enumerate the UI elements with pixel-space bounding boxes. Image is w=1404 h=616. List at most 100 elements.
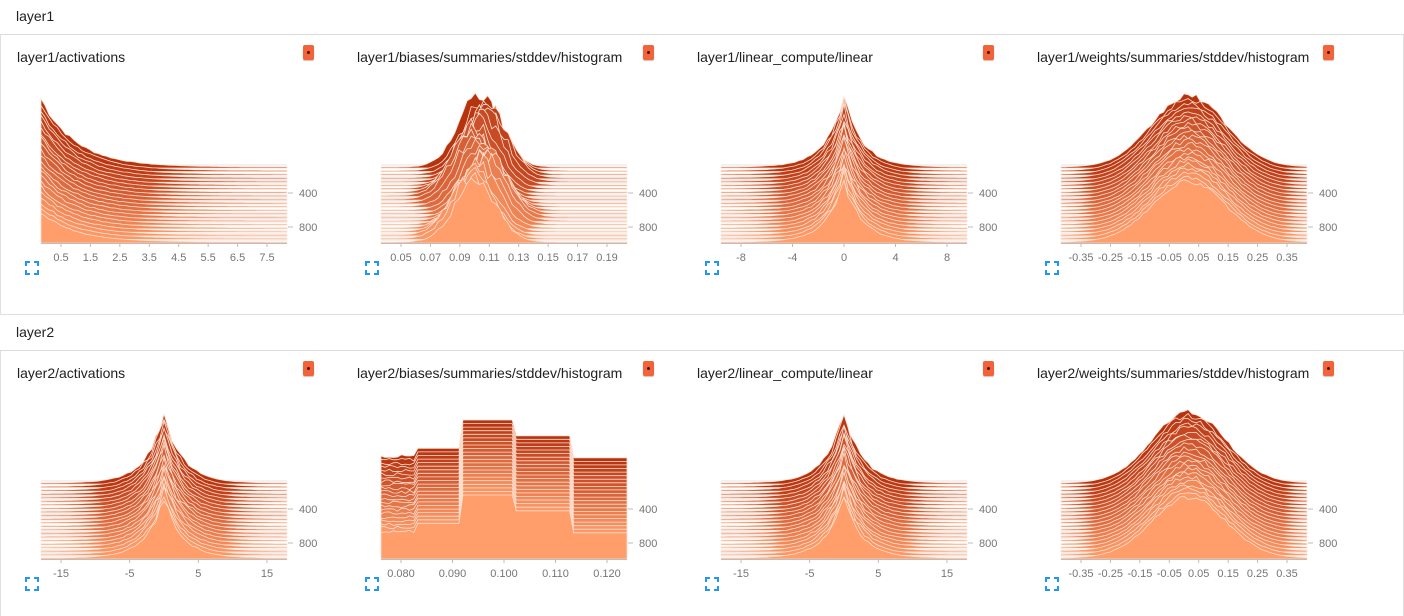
x-tick-label: 0.25: [1247, 568, 1268, 580]
x-tick-label: -0.05: [1157, 252, 1182, 264]
histogram-card: layer2/weights/summaries/stddev/histogra…: [1021, 351, 1351, 599]
dot-icon-glyph: [307, 51, 310, 54]
card-title: layer2/weights/summaries/stddev/histogra…: [1037, 365, 1310, 381]
x-tick-label: 5: [875, 568, 881, 580]
x-tick-label: -15: [53, 568, 69, 580]
section-body-layer1: layer1/activations 0.5 1.5 2.5 3.5 4.5 5.5 6.5 7…: [0, 35, 1404, 315]
y-tick-label: 800: [639, 538, 657, 550]
section-header-layer2[interactable]: layer2: [0, 316, 1404, 351]
histogram-chart: -0.35 -0.25 -0.15 -0.05 0.05 0.15 0.25 0.35 400 8…: [1060, 93, 1337, 264]
x-tick-label: 0.11: [479, 252, 500, 264]
x-tick-label: 0.15: [1217, 568, 1238, 580]
card-title: layer2/linear_compute/linear: [697, 365, 873, 381]
x-tick-label: 15: [941, 568, 953, 580]
x-tick-label: 0.5: [53, 252, 68, 264]
fullscreen-icon[interactable]: [25, 577, 39, 591]
fullscreen-icon[interactable]: [365, 261, 379, 275]
y-tick-label: 800: [1319, 538, 1337, 550]
x-tick-label: 0.19: [596, 252, 617, 264]
dot-icon[interactable]: [643, 45, 654, 60]
fullscreen-icon[interactable]: [1045, 261, 1059, 275]
card-title: layer2/activations: [17, 365, 126, 381]
y-tick-label: 400: [979, 188, 997, 200]
x-tick-label: 0.120: [593, 568, 621, 580]
y-tick-label: 800: [299, 538, 317, 550]
fullscreen-icon[interactable]: [705, 577, 719, 591]
dot-icon-glyph: [987, 367, 990, 370]
dot-icon-glyph: [987, 51, 990, 54]
x-tick-label: 5: [195, 568, 201, 580]
histogram-chart: -8 -4 0 4 8 400 800: [720, 95, 997, 264]
x-tick-label: -5: [805, 568, 815, 580]
fullscreen-icon-glyph: [705, 577, 719, 591]
dot-icon[interactable]: [1323, 361, 1334, 376]
y-tick-label: 800: [639, 222, 657, 234]
dot-icon[interactable]: [1323, 45, 1334, 60]
fullscreen-icon[interactable]: [705, 261, 719, 275]
x-tick-label: 0.080: [387, 568, 415, 580]
x-tick-label: 15: [261, 568, 273, 580]
x-tick-label: -0.15: [1127, 252, 1152, 264]
dot-icon[interactable]: [303, 361, 314, 376]
fullscreen-icon[interactable]: [25, 261, 39, 275]
dot-icon[interactable]: [643, 361, 654, 376]
y-tick-label: 800: [1319, 222, 1337, 234]
x-tick-label: -0.25: [1098, 568, 1123, 580]
x-tick-label: 7.5: [259, 252, 274, 264]
histogram-slice: [40, 212, 288, 244]
fullscreen-icon[interactable]: [365, 577, 379, 591]
x-tick-label: -4: [788, 252, 798, 264]
histogram-slice: [1060, 179, 1308, 244]
dot-icon-glyph: [647, 51, 650, 54]
section-title: layer2: [16, 324, 55, 340]
histogram-chart: -15 -5 5 15 400 800: [720, 413, 997, 580]
card-title: layer1/linear_compute/linear: [697, 49, 873, 65]
histogram-slice: [380, 108, 628, 187]
histogram-card: layer1/biases/summaries/stddev/histogram…: [341, 35, 671, 283]
fullscreen-icon-glyph: [705, 261, 719, 275]
card-title: layer2/biases/summaries/stddev/histogram: [357, 365, 623, 381]
x-tick-label: 0.17: [567, 252, 588, 264]
dot-icon[interactable]: [983, 45, 994, 60]
dot-icon[interactable]: [303, 45, 314, 60]
section-header-layer1[interactable]: layer1: [0, 0, 1404, 35]
x-tick-label: -5: [125, 568, 135, 580]
histogram-slice: [40, 500, 288, 560]
y-tick-label: 400: [979, 504, 997, 516]
x-tick-label: 6.5: [230, 252, 245, 264]
card-title: layer1/biases/summaries/stddev/histogram: [357, 49, 623, 65]
x-tick-label: -0.35: [1068, 252, 1093, 264]
x-tick-label: 0.13: [508, 252, 529, 264]
histogram-chart: 0.05 0.07 0.09 0.11 0.13 0.15 0.17 0.19 400 800: [380, 92, 657, 264]
y-tick-label: 800: [979, 538, 997, 550]
section-body-layer2: layer2/activations -15 -5 5 15 400 800 layer2/…: [0, 351, 1404, 616]
x-tick-label: -8: [736, 252, 746, 264]
histogram-card: layer1/weights/summaries/stddev/histogra…: [1021, 35, 1351, 283]
histogram-slice: [720, 178, 968, 244]
x-tick-label: 0.25: [1247, 252, 1268, 264]
y-tick-label: 400: [1319, 188, 1337, 200]
fullscreen-icon-glyph: [25, 261, 39, 275]
fullscreen-icon[interactable]: [1045, 577, 1059, 591]
y-tick-label: 400: [639, 504, 657, 516]
x-tick-label: 0.15: [1217, 252, 1238, 264]
x-tick-label: 4.5: [171, 252, 186, 264]
x-tick-label: 0.05: [390, 252, 411, 264]
section-title: layer1: [16, 8, 55, 24]
x-tick-label: -0.35: [1068, 568, 1093, 580]
x-tick-label: 0.35: [1276, 568, 1297, 580]
y-tick-label: 400: [1319, 504, 1337, 516]
dot-icon[interactable]: [983, 361, 994, 376]
x-tick-label: 0: [841, 252, 847, 264]
histogram-slice: [380, 494, 628, 560]
x-tick-label: 5.5: [200, 252, 215, 264]
x-tick-label: 0.100: [490, 568, 518, 580]
histogram-chart: -15 -5 5 15 400 800: [40, 412, 317, 580]
x-tick-label: 0.090: [439, 568, 467, 580]
y-tick-label: 400: [299, 504, 317, 516]
x-tick-label: -0.25: [1098, 252, 1123, 264]
x-tick-label: 0.07: [420, 252, 441, 264]
histogram-chart: 0.080 0.090 0.100 0.110 0.120 400 800: [380, 419, 657, 580]
histogram-slice: [380, 154, 628, 226]
histogram-card: layer2/biases/summaries/stddev/histogram…: [341, 351, 671, 599]
